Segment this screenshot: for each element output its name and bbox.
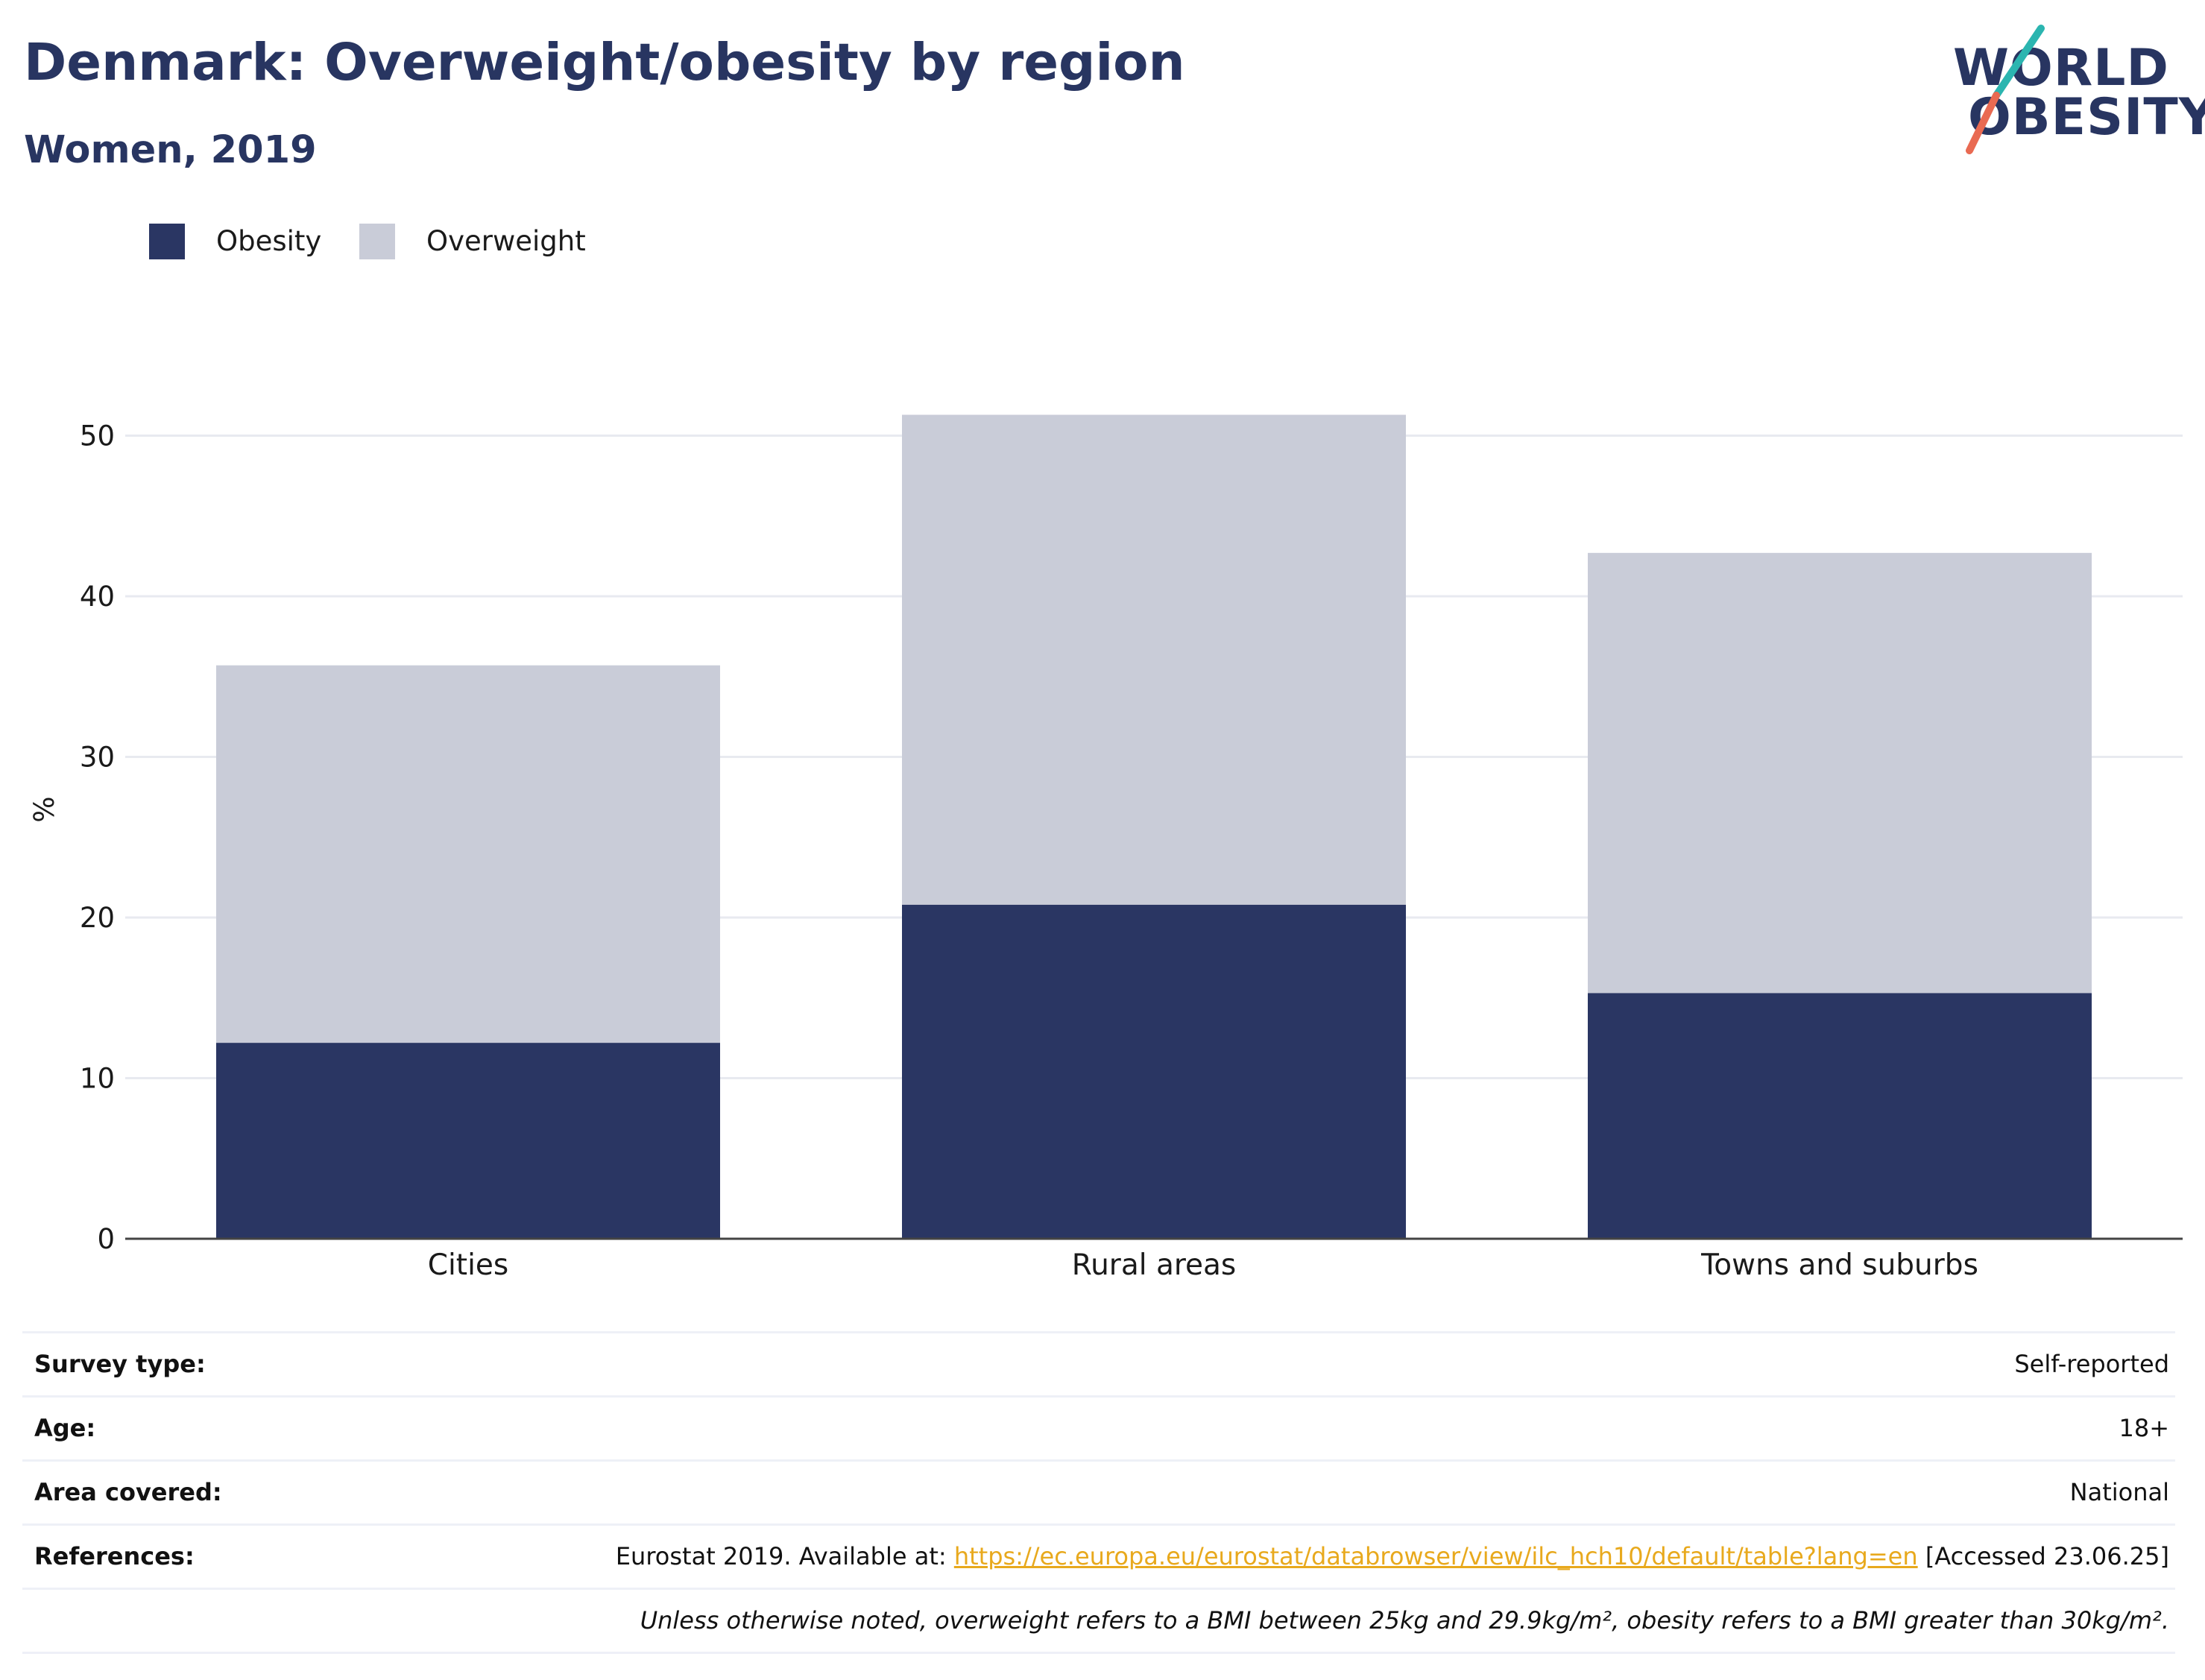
references-value: Eurostat 2019. Available at: https://ec.… — [616, 1526, 2169, 1588]
area-covered-label: Area covered: — [34, 1478, 222, 1506]
bar-overweight-cities — [216, 665, 720, 1043]
legend-label-obesity: Obesity — [216, 225, 322, 257]
definition-note: Unless otherwise noted, overweight refer… — [640, 1606, 2169, 1635]
bar-overweight-rural-areas — [902, 414, 1406, 905]
logo-slash-icon — [1966, 25, 2045, 154]
references-label: References: — [34, 1542, 195, 1570]
age-value: 18+ — [2119, 1414, 2169, 1442]
survey-type-label: Survey type: — [34, 1350, 206, 1378]
x-tick-label-towns-and-suburbs: Towns and suburbs — [1700, 1248, 1978, 1282]
logo-line-1: WORLD — [1953, 39, 2169, 98]
bar-chart: 0 10 20 30 40 50% Cities Rural areas Towns and s… — [28, 414, 2183, 1282]
y-tick-label-0: 0 — [97, 1223, 115, 1255]
y-axis-title: % — [28, 796, 60, 822]
bar-overweight-towns-and-suburbs — [1588, 552, 2092, 994]
chart-subtitle: Women, 2019 — [24, 128, 317, 172]
info-row-note: Unless otherwise noted, overweight refer… — [22, 1588, 2175, 1654]
info-row-survey-type: Survey type: Self-reported — [22, 1331, 2175, 1395]
logo-line-2: OBESITY — [1968, 88, 2205, 147]
y-tick-label-50: 50 — [80, 420, 115, 452]
age-label: Age: — [34, 1414, 96, 1442]
y-tick-label-30: 30 — [80, 742, 115, 774]
y-tick-label-10: 10 — [80, 1063, 115, 1095]
references-suffix: [Accessed 23.06.25] — [1925, 1542, 2169, 1570]
info-table: Survey type: Self-reported Age: 18+ Area… — [22, 1331, 2175, 1654]
info-row-area: Area covered: National — [22, 1459, 2175, 1523]
bar-obesity-cities — [216, 1043, 720, 1239]
x-tick-label-rural-areas: Rural areas — [1072, 1248, 1237, 1282]
x-tick-label-cities: Cities — [428, 1248, 509, 1282]
info-row-age: Age: 18+ — [22, 1395, 2175, 1459]
bar-obesity-rural-areas — [902, 904, 1406, 1239]
area-covered-value: National — [2069, 1478, 2169, 1506]
world-obesity-logo: WORLD OBESITY — [1938, 19, 2205, 161]
references-prefix: Eurostat 2019. Available at: — [615, 1542, 947, 1570]
references-link[interactable]: https://ec.europa.eu/eurostat/databrowse… — [953, 1542, 1918, 1570]
info-row-references: References: Eurostat 2019. Available at:… — [22, 1523, 2175, 1588]
chart-title: Denmark: Overweight/obesity by region — [24, 33, 1185, 92]
y-tick-label-40: 40 — [80, 581, 115, 613]
survey-type-value: Self-reported — [2014, 1350, 2169, 1378]
legend-swatch-overweight — [359, 224, 395, 259]
legend-label-overweight: Overweight — [426, 225, 586, 257]
y-tick-label-20: 20 — [80, 902, 115, 934]
bar-obesity-towns-and-suburbs — [1588, 993, 2092, 1239]
legend-swatch-obesity — [149, 224, 185, 259]
